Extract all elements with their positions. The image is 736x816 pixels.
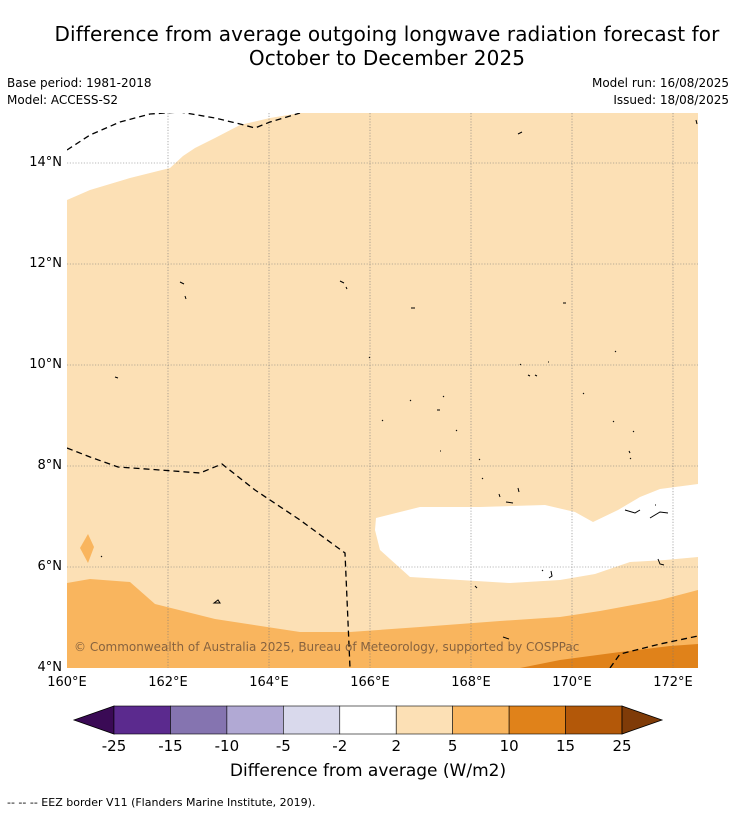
lat-label-8n: 8°N (37, 458, 63, 473)
anomaly-5-10-blob-west (80, 534, 94, 563)
colorbar-tick-label: 2 (391, 737, 401, 755)
lat-label-12n: 12°N (29, 256, 62, 271)
lon-label-160e: 160°E (47, 675, 87, 690)
colorbar-tick-label: -2 (332, 737, 348, 755)
colorbar-tick-label: -10 (214, 737, 240, 755)
copyright-note: © Commonwealth of Australia 2025, Bureau… (74, 640, 580, 654)
lon-label-172e: 172°E (653, 675, 693, 690)
anomaly-2-5-region (67, 113, 698, 668)
base-period: Base period: 1981-2018 (7, 76, 152, 90)
eez-borders (67, 113, 698, 668)
colorbar-tick-label: -5 (275, 737, 291, 755)
islands (100, 119, 698, 640)
lon-label-164e: 164°E (249, 675, 289, 690)
meta-left: Base period: 1981-2018 Model: ACCESS-S2 (7, 75, 152, 109)
title-line-2: October to December 2025 (248, 46, 526, 70)
colorbar-bin (113, 705, 171, 735)
colorbar-bin (452, 705, 510, 735)
anomaly-5-10-region (67, 579, 698, 668)
gridlines (67, 113, 698, 668)
chart-title: Difference from average outgoing longwav… (30, 22, 736, 70)
lat-label-4n: 4°N (37, 660, 63, 675)
lon-label-170e: 170°E (552, 675, 592, 690)
colorbar-tick-label: 5 (447, 737, 458, 755)
map-area (67, 113, 698, 668)
issued-date: Issued: 18/08/2025 (613, 93, 729, 107)
colorbar-bin (226, 705, 284, 735)
colorbar-bin (395, 705, 453, 735)
colorbar-extend-high (621, 705, 664, 735)
colorbar-title: Difference from average (W/m2) (229, 761, 507, 781)
lon-label-168e: 168°E (451, 675, 491, 690)
colorbar-bin (508, 705, 566, 735)
eez-footnote: -- -- -- EEZ border V11 (Flanders Marine… (7, 796, 316, 809)
colorbar-bin (565, 705, 623, 735)
colorbar-tick-label: -15 (158, 737, 183, 755)
meta-right: Model run: 16/08/2025 Issued: 18/08/2025 (592, 75, 729, 109)
lat-label-6n: 6°N (37, 559, 63, 574)
colorbar-extend-low (72, 705, 115, 735)
colorbar-tick-label: 10 (499, 737, 519, 755)
anomaly-10-15-region (520, 644, 698, 668)
near-zero-region-central (375, 484, 698, 583)
colorbar-tick-label: -25 (101, 737, 127, 755)
title-line-1: Difference from average outgoing longwav… (54, 22, 720, 46)
colorbar-bin (170, 705, 228, 735)
colorbar-tick-label: 15 (556, 737, 576, 755)
colorbar-tick-label: 25 (612, 737, 632, 755)
lat-label-10n: 10°N (29, 357, 62, 372)
lat-label-14n: 14°N (29, 155, 62, 170)
near-zero-region-north (67, 113, 300, 200)
lon-label-162e: 162°E (148, 675, 188, 690)
colorbar-bin (283, 705, 341, 735)
lon-label-166e: 166°E (350, 675, 390, 690)
model-run: Model run: 16/08/2025 (591, 76, 729, 90)
colorbar-bin (339, 705, 397, 735)
model-name: Model: ACCESS-S2 (7, 93, 119, 107)
